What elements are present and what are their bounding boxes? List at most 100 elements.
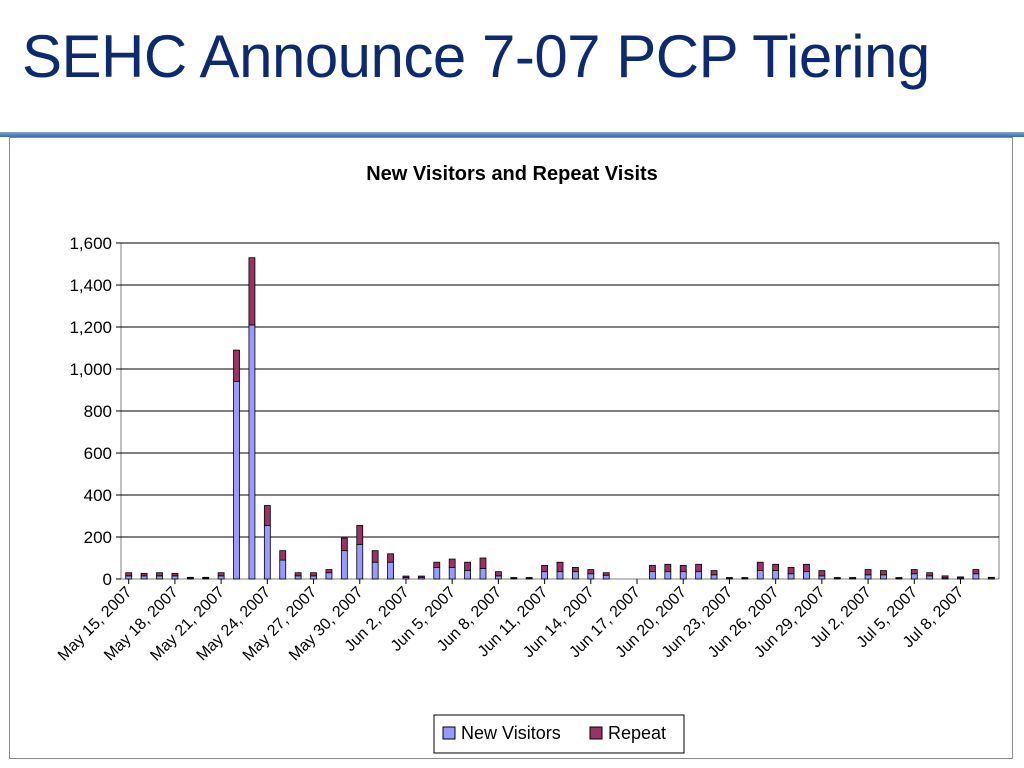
bar-repeat [587, 569, 595, 575]
bar-repeat [448, 558, 456, 568]
bar-repeat [310, 572, 317, 577]
y-tick-label: 1,400 [69, 276, 112, 295]
y-tick-label: 1,600 [69, 234, 112, 253]
bar-repeat [294, 572, 302, 577]
y-tick-label: 1,200 [69, 318, 112, 337]
bar-repeat [556, 561, 564, 573]
bar-repeat [340, 537, 348, 552]
bar-repeat [387, 553, 394, 563]
bar-new-visitors [279, 559, 287, 580]
bar-new-visitors [541, 571, 548, 580]
bar-new-visitors [664, 571, 672, 580]
legend-label-repeat: Repeat [608, 723, 666, 743]
bar-new-visitors [803, 571, 810, 580]
bar-repeat [233, 349, 240, 383]
bar-new-visitors [695, 571, 703, 580]
bar-repeat [833, 577, 841, 579]
bar-new-visitors [787, 573, 795, 580]
bar-repeat [910, 569, 918, 575]
bar-repeat [941, 575, 949, 579]
legend: New Visitors Repeat [433, 714, 685, 754]
bar-new-visitors [587, 573, 595, 580]
bar-new-visitors [464, 570, 471, 580]
bar-repeat [464, 561, 471, 572]
bar-repeat [572, 567, 579, 573]
bar-repeat [972, 569, 980, 575]
bar-repeat [756, 561, 764, 572]
bar-repeat [726, 577, 733, 579]
y-axis-ticks: 0 200 400 600 800 1,000 1,200 1,400 1,600 [69, 234, 121, 589]
bar-repeat [171, 572, 179, 577]
gridlines [121, 242, 999, 538]
bar-repeat [803, 563, 810, 573]
bar-new-visitors [310, 575, 317, 580]
bar-new-visitors [479, 568, 487, 580]
y-tick-label: 0 [103, 570, 112, 589]
bar-repeat [356, 525, 364, 545]
y-tick-label: 1,000 [69, 360, 112, 379]
bar-new-visitors [602, 574, 610, 580]
bar-new-visitors [818, 575, 826, 580]
bar-new-visitors [171, 575, 179, 580]
bar-new-visitors [772, 570, 780, 580]
bar-repeat [926, 572, 934, 577]
bar-repeat [248, 257, 256, 326]
bar-new-visitors [217, 575, 225, 580]
bar-repeat [602, 572, 610, 576]
bar-repeat [710, 570, 718, 576]
bar-repeat [649, 564, 656, 573]
bar-repeat [125, 572, 133, 577]
chart-svg: New Visitors and Repeat Visits 0 200 400 60… [55, 163, 1000, 754]
bar-new-visitors [233, 381, 240, 580]
slide-title: SEHC Announce 7-07 PCP Tiering [22, 23, 930, 90]
bar-repeat [417, 575, 425, 578]
bar-new-visitors [433, 567, 441, 580]
bar-repeat [402, 575, 410, 578]
bar-repeat [695, 563, 703, 573]
bar-repeat [787, 567, 795, 575]
bar-new-visitors [325, 572, 333, 580]
chart-frame: New Visitors and Repeat Visits 0 200 400 60… [9, 137, 1013, 759]
bar-new-visitors [864, 574, 872, 580]
bar-repeat [494, 571, 502, 577]
y-tick-label: 400 [84, 486, 112, 505]
bar-new-visitors [910, 573, 918, 580]
bar-repeat [202, 576, 210, 579]
bar-repeat [541, 564, 548, 573]
bar-new-visitors [125, 575, 133, 580]
bar-repeat [679, 564, 687, 573]
bar-new-visitors [972, 573, 980, 580]
bar-new-visitors [371, 561, 379, 580]
bar-repeat [510, 577, 518, 579]
bar-new-visitors [880, 574, 887, 580]
bar-new-visitors [448, 567, 456, 580]
bar-repeat [864, 569, 872, 576]
bar-repeat [849, 577, 857, 579]
bar-new-visitors [140, 575, 148, 580]
legend-box [433, 714, 685, 754]
bar-repeat [880, 570, 887, 576]
bar-new-visitors [294, 575, 302, 580]
bar-repeat [479, 557, 487, 569]
bar-new-visitors [248, 324, 256, 580]
bar-repeat [217, 572, 225, 577]
bar-repeat [957, 576, 964, 579]
y-tick-label: 800 [84, 402, 112, 421]
bar-repeat [818, 570, 826, 577]
legend-label-new-visitors: New Visitors [461, 723, 561, 743]
bar-new-visitors [263, 525, 271, 580]
bar-repeat [325, 569, 333, 574]
bar-new-visitors [649, 571, 656, 580]
bar-new-visitors [756, 570, 764, 580]
legend-swatch-new-visitors [442, 726, 456, 740]
bars [125, 257, 995, 580]
bar-repeat [895, 577, 903, 579]
bar-new-visitors [340, 550, 348, 580]
bar-new-visitors [494, 575, 502, 580]
bar-repeat [186, 576, 194, 579]
bar-new-visitors [679, 571, 687, 580]
bar-repeat [156, 572, 163, 577]
bar-repeat [525, 577, 533, 579]
bar-repeat [279, 550, 287, 561]
